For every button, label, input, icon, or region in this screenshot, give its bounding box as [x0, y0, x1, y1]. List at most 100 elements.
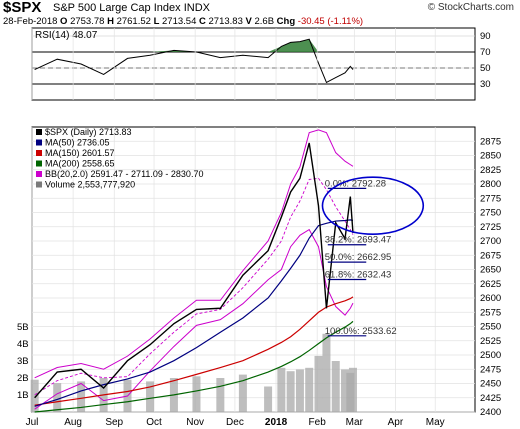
price-tick-label: 2850 — [480, 151, 501, 162]
legend-entry: MA(200) 2558.65 — [45, 159, 115, 169]
price-tick-label: 2625 — [480, 279, 501, 290]
x-tick-label: Feb — [309, 417, 327, 428]
legend-entry: $SPX (Daily) 2713.83 — [45, 127, 132, 137]
rsi-tick-label: 90 — [480, 31, 491, 42]
x-tick-label: May — [426, 417, 445, 428]
rsi-tick-label: 50 — [480, 63, 491, 74]
volume-value: 2.6B — [254, 16, 275, 27]
close-label: C — [199, 16, 206, 27]
x-tick-label: 2018 — [265, 417, 288, 428]
legend-swatch — [36, 139, 42, 146]
legend-swatch — [36, 160, 42, 167]
volume-tick-label: 2B — [17, 373, 29, 384]
fib-level-label: 38.2%: 2693.47 — [325, 235, 392, 246]
legend-swatch — [36, 171, 42, 177]
price-tick-label: 2550 — [480, 322, 501, 333]
price-tick-label: 2525 — [480, 336, 501, 347]
volume-bar — [77, 381, 86, 412]
x-tick-label: Apr — [388, 417, 404, 428]
volume-bar — [331, 361, 340, 412]
volume-bar — [314, 355, 323, 412]
rsi-line — [34, 38, 354, 84]
volume-bar — [238, 374, 247, 412]
fib-level-label: 100.0%: 2533.62 — [325, 326, 397, 337]
series-line-ma-50 — [34, 219, 354, 407]
volume-bar — [192, 376, 201, 412]
ticker-symbol: $SPX — [3, 0, 42, 16]
volume-bar — [277, 367, 286, 412]
rsi-tick-label: 70 — [480, 47, 491, 58]
rsi-tick-label: 30 — [480, 79, 491, 90]
index-title: S&P 500 Large Cap Index — [53, 2, 181, 14]
volume-bar — [286, 371, 295, 412]
fib-level-label: 61.8%: 2632.43 — [325, 270, 392, 281]
legend-swatch — [36, 150, 42, 156]
rsi-panel-frame — [31, 27, 476, 101]
change-value: -30.45 (-1.11%) — [297, 16, 364, 27]
legend-entry: Volume 2,553,777,920 — [45, 180, 135, 190]
volume-bar — [216, 378, 225, 412]
fib-level-label: 0.0%: 2792.28 — [325, 178, 386, 189]
legend-swatch — [36, 129, 42, 135]
quote-date: 28-Feb-2018 — [3, 16, 58, 27]
series-line-bb-upper — [34, 129, 354, 379]
price-tick-label: 2675 — [480, 250, 501, 261]
x-tick-label: Oct — [146, 417, 162, 428]
volume-tick-label: 4B — [17, 339, 29, 350]
legend-swatch — [36, 181, 42, 188]
close-value: 2713.83 — [208, 16, 243, 27]
legend-entry: MA(150) 2601.57 — [45, 148, 115, 158]
legend-entry: BB(20,2.0) 2591.47 - 2711.09 - 2830.70 — [45, 169, 203, 179]
x-tick-label: Nov — [186, 417, 204, 428]
change-label: Chg — [276, 16, 296, 27]
volume-tick-label: 3B — [17, 356, 29, 367]
price-tick-label: 2700 — [480, 236, 501, 247]
volume-bar — [264, 386, 273, 412]
high-value: 2761.52 — [116, 16, 151, 27]
volume-bar — [53, 383, 62, 412]
price-tick-label: 2600 — [480, 293, 501, 304]
open-label: O — [60, 16, 68, 27]
volume-bar — [30, 379, 39, 412]
annotation-ellipse — [321, 176, 425, 235]
x-tick-label: Sep — [105, 417, 123, 428]
volume-bar — [348, 367, 357, 412]
volume-bar — [322, 333, 331, 412]
x-tick-label: Mar — [346, 417, 364, 428]
source-credit: © StockCharts.com — [427, 2, 514, 13]
legend-entry: MA(50) 2736.05 — [45, 138, 110, 148]
low-value: 2713.54 — [162, 16, 197, 27]
volume-bar — [305, 367, 314, 412]
open-value: 2753.78 — [70, 16, 105, 27]
volume-bar — [295, 369, 304, 412]
price-tick-label: 2825 — [480, 165, 501, 176]
price-tick-label: 2575 — [480, 307, 501, 318]
price-tick-label: 2425 — [480, 393, 501, 404]
volume-tick-label: 1B — [17, 390, 29, 401]
volume-bar — [341, 369, 350, 412]
x-tick-label: Jul — [26, 417, 39, 428]
price-tick-label: 2450 — [480, 379, 501, 390]
series-line-bb-mid — [34, 177, 354, 396]
rsi-title: RSI(14) 48.07 — [35, 30, 98, 41]
price-tick-label: 2750 — [480, 208, 501, 219]
fib-level-label: 50.0%: 2662.95 — [325, 252, 392, 263]
low-label: L — [153, 16, 160, 27]
price-tick-label: 2875 — [480, 136, 501, 147]
price-tick-label: 2725 — [480, 222, 501, 233]
price-tick-label: 2650 — [480, 265, 501, 276]
price-tick-label: 2475 — [480, 364, 501, 375]
series-line-ma-150 — [34, 296, 354, 406]
index-name: S&P 500 Large Cap Index INDX — [53, 2, 210, 14]
volume-tick-label: 5B — [17, 322, 29, 333]
price-tick-label: 2500 — [480, 350, 501, 361]
price-tick-label: 2775 — [480, 193, 501, 204]
high-label: H — [107, 16, 114, 27]
series-line-ma-200 — [34, 320, 354, 413]
price-tick-label: 2400 — [480, 407, 501, 418]
index-exchange: INDX — [183, 2, 210, 14]
price-tick-label: 2800 — [480, 179, 501, 190]
x-tick-label: Dec — [226, 417, 244, 428]
series-line-spx-daily — [34, 142, 354, 399]
